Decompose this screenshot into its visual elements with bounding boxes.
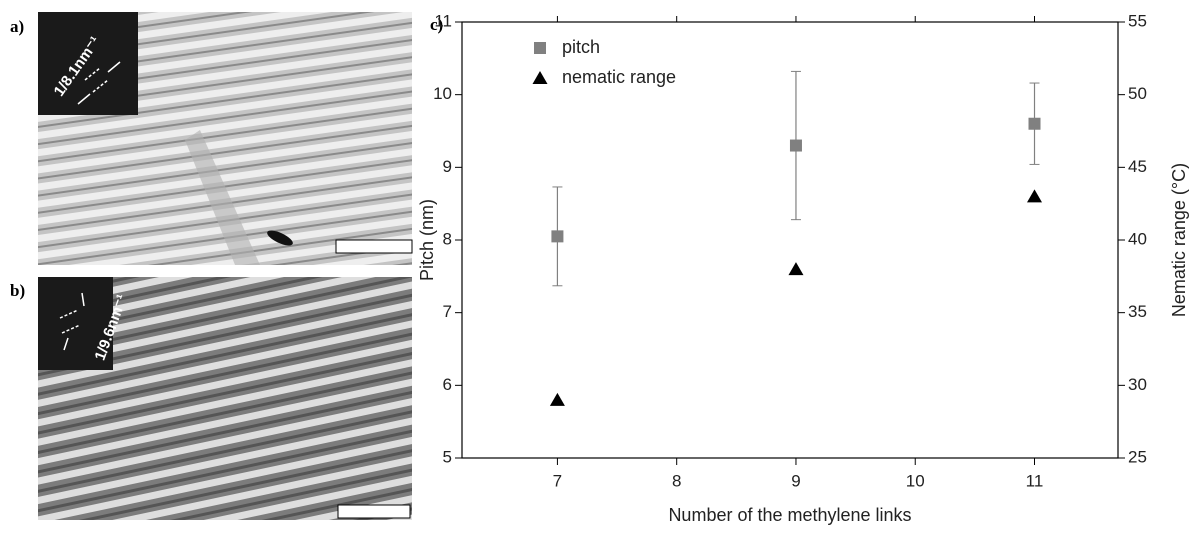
legend-marker xyxy=(532,71,548,84)
y2-tick-label: 25 xyxy=(1128,447,1147,466)
y-tick-label: 11 xyxy=(434,11,452,30)
marker-triangle xyxy=(788,262,804,276)
y2-tick-label: 40 xyxy=(1128,229,1147,248)
fft-arrows xyxy=(59,292,85,351)
y-axis-label: Pitch (nm) xyxy=(417,199,437,281)
scale-bar xyxy=(335,239,413,254)
x-tick-label: 10 xyxy=(906,471,925,490)
marker-triangle xyxy=(549,392,565,406)
marker-square xyxy=(551,230,564,243)
y-tick-label: 5 xyxy=(443,447,452,466)
x-axis-label: Number of the methylene links xyxy=(668,505,911,525)
y-tick-label: 9 xyxy=(443,157,452,176)
y2-tick-label: 45 xyxy=(1128,157,1147,176)
fft-arrows xyxy=(77,61,121,105)
y-tick-label: 7 xyxy=(443,302,452,321)
x-tick-label: 9 xyxy=(791,471,800,490)
scale-bar xyxy=(337,504,411,519)
legend-label: pitch xyxy=(562,37,600,57)
y-tick-label: 10 xyxy=(433,84,452,103)
y2-tick-label: 55 xyxy=(1128,11,1147,30)
panel-label: c) xyxy=(430,15,443,34)
legend-label: nematic range xyxy=(562,67,676,87)
image-feature xyxy=(267,230,293,246)
marker-square xyxy=(789,139,802,152)
panel-label: a) xyxy=(10,17,24,36)
y2-tick-label: 30 xyxy=(1128,375,1147,394)
y2-tick-label: 50 xyxy=(1128,84,1147,103)
x-tick-label: 8 xyxy=(672,471,681,490)
x-tick-label: 7 xyxy=(553,471,562,490)
legend-marker xyxy=(534,42,546,54)
panel-label: b) xyxy=(10,281,25,300)
marker-square xyxy=(1028,117,1041,130)
y2-axis-label: Nematic range (°C) xyxy=(1169,163,1189,317)
image-feature xyxy=(185,130,260,265)
y-tick-label: 6 xyxy=(443,375,452,394)
y-tick-label: 8 xyxy=(443,229,452,248)
x-tick-label: 11 xyxy=(1026,471,1044,490)
fft-inset xyxy=(38,12,138,115)
y2-tick-label: 35 xyxy=(1128,302,1147,321)
fft-inset xyxy=(38,277,113,370)
marker-triangle xyxy=(1027,189,1043,203)
